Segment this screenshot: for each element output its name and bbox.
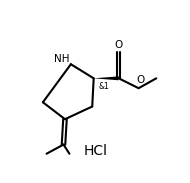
- Text: O: O: [115, 40, 123, 50]
- Text: HCl: HCl: [84, 144, 108, 158]
- Text: O: O: [136, 75, 144, 85]
- Text: NH: NH: [54, 54, 69, 64]
- Polygon shape: [94, 76, 119, 80]
- Text: &1: &1: [99, 82, 110, 91]
